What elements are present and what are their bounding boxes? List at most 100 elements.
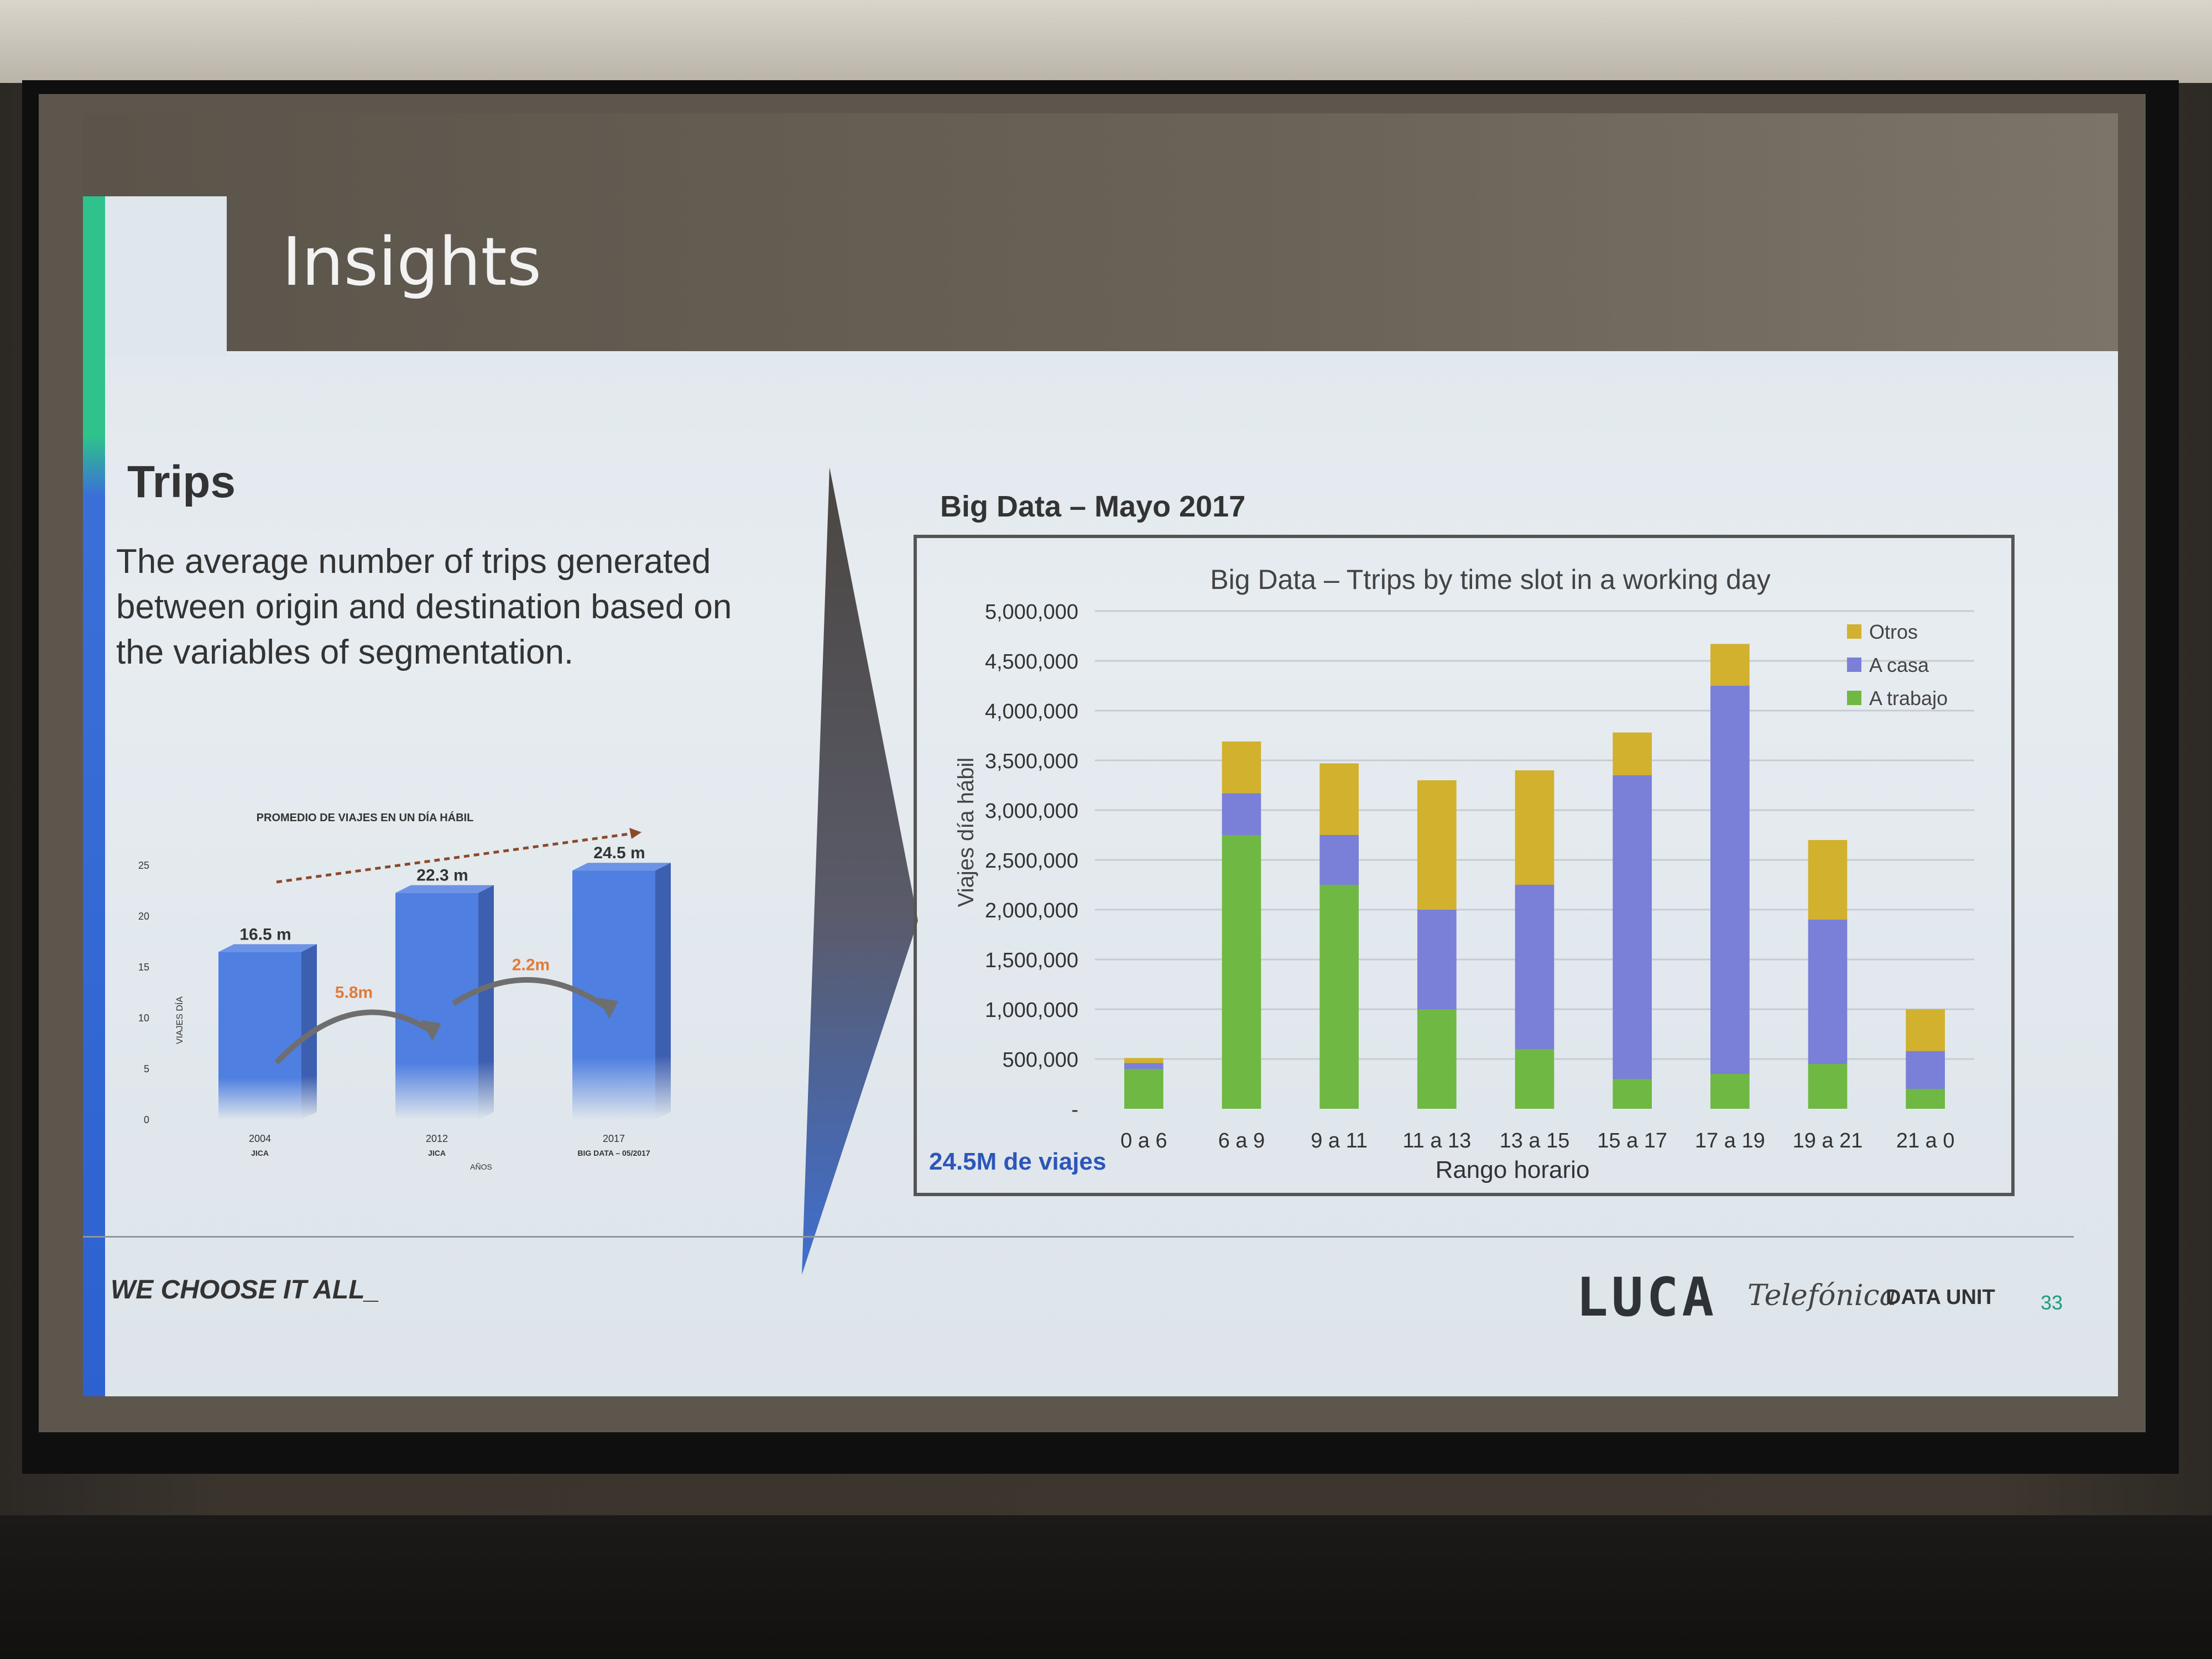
telefonica-logo: Telefónica bbox=[1747, 1279, 1897, 1312]
small-chart-y-tick: 15 bbox=[138, 962, 149, 973]
bar-segment-a-trabajo bbox=[1710, 1074, 1750, 1109]
bar-segment-otros bbox=[1906, 1009, 1945, 1051]
small-chart-difference-arrow bbox=[452, 977, 610, 1011]
y-axis-label: Viajes día hábil bbox=[954, 758, 978, 907]
small-chart-y-label: VIAJES DÍA bbox=[174, 997, 185, 1045]
small-chart-x-sublabel: BIG DATA – 05/2017 bbox=[577, 1149, 650, 1157]
bar-segment-otros bbox=[1319, 763, 1359, 835]
small-chart-y-tick: 5 bbox=[144, 1063, 149, 1074]
small-bar-chart: PROMEDIO DE VIAJES EN UN DÍA HÁBIL VIAJE… bbox=[138, 811, 671, 1171]
small-chart-bar-side bbox=[655, 863, 671, 1120]
legend-label: Otros bbox=[1869, 620, 1918, 643]
small-chart-x-label: AÑOS bbox=[470, 1162, 492, 1171]
x-tick-label: 19 a 21 bbox=[1793, 1129, 1863, 1152]
divider-arrow-icon bbox=[802, 467, 918, 1275]
small-chart-bar-top bbox=[395, 885, 494, 893]
small-chart-bar-top bbox=[218, 944, 317, 952]
footer-tagline: WE CHOOSE IT ALL_ bbox=[111, 1275, 380, 1305]
small-chart-x-sublabel: JICA bbox=[428, 1149, 446, 1157]
x-tick-label: 11 a 13 bbox=[1402, 1129, 1471, 1152]
stacked-bar-chart: Big Data – Ttrips by time slot in a work… bbox=[914, 535, 2015, 1196]
small-chart-x-tick: 2004 bbox=[249, 1133, 271, 1144]
bar-segment-a-trabajo bbox=[1906, 1089, 1945, 1109]
bar-segment-otros bbox=[1808, 840, 1848, 920]
trips-description: The average number of trips generated be… bbox=[116, 542, 732, 671]
small-chart-data-label: 24.5 m bbox=[593, 844, 645, 862]
luca-logo: LUCA bbox=[1576, 1266, 1718, 1328]
x-tick-label: 6 a 9 bbox=[1218, 1129, 1265, 1152]
bar-segment-otros bbox=[1515, 770, 1554, 885]
room-ceiling bbox=[0, 0, 2212, 83]
y-tick-label: - bbox=[1071, 1098, 1078, 1121]
y-tick-label: 2,000,000 bbox=[985, 899, 1078, 922]
small-chart-y-tick: 25 bbox=[138, 860, 149, 871]
bar-segment-a-trabajo bbox=[1515, 1049, 1554, 1109]
bar-segment-a-trabajo bbox=[1613, 1079, 1652, 1109]
small-chart-x-tick: 2017 bbox=[603, 1133, 625, 1144]
chart-title: Big Data – Ttrips by time slot in a work… bbox=[1210, 564, 1770, 595]
bar-segment-a-casa bbox=[1515, 885, 1554, 1049]
y-tick-label: 1,000,000 bbox=[985, 999, 1078, 1022]
bar-segment-otros bbox=[1124, 1058, 1164, 1063]
y-tick-label: 3,500,000 bbox=[985, 750, 1078, 773]
small-chart-data-label: 16.5 m bbox=[239, 925, 291, 943]
small-chart-bar bbox=[395, 893, 478, 1120]
small-chart-trend-line bbox=[276, 831, 642, 884]
y-tick-label: 4,500,000 bbox=[985, 650, 1078, 674]
data-unit-label: DATA UNIT bbox=[1886, 1286, 1995, 1309]
small-chart-y-tick: 20 bbox=[138, 911, 149, 922]
small-chart-difference-label: 2.2m bbox=[512, 956, 550, 974]
bar-segment-a-casa bbox=[1319, 835, 1359, 885]
x-tick-label: 15 a 17 bbox=[1597, 1129, 1667, 1152]
bar-segment-a-trabajo bbox=[1222, 835, 1261, 1109]
slide-accent-bar bbox=[83, 196, 105, 1396]
presentation-slide: Insights Trips The average number of tri… bbox=[83, 113, 2118, 1396]
x-tick-label: 13 a 15 bbox=[1500, 1129, 1570, 1152]
x-axis-label: Rango horario bbox=[1436, 1156, 1590, 1183]
y-tick-label: 2,500,000 bbox=[985, 849, 1078, 873]
room-floor bbox=[0, 1515, 2212, 1659]
slide-header-tab bbox=[105, 196, 227, 357]
small-chart-title: PROMEDIO DE VIAJES EN UN DÍA HÁBIL bbox=[257, 811, 474, 824]
slide-header-band bbox=[83, 113, 2118, 351]
small-chart-x-tick: 2012 bbox=[426, 1133, 448, 1144]
small-chart-difference-arrow bbox=[274, 1009, 433, 1065]
x-tick-label: 17 a 19 bbox=[1695, 1129, 1765, 1152]
page-number: 33 bbox=[2041, 1291, 2063, 1314]
bar-segment-a-casa bbox=[1710, 686, 1750, 1074]
bar-segment-a-trabajo bbox=[1319, 885, 1359, 1109]
footer-divider bbox=[83, 1236, 2074, 1238]
slide-title: Insights bbox=[282, 224, 542, 301]
legend-swatch-a-casa bbox=[1847, 658, 1861, 672]
legend-swatch-a-trabajo bbox=[1847, 691, 1861, 705]
legend-label: A trabajo bbox=[1869, 687, 1948, 709]
big-chart-label: Big Data – Mayo 2017 bbox=[940, 490, 1246, 523]
x-tick-label: 9 a 11 bbox=[1311, 1129, 1368, 1152]
legend-label: A casa bbox=[1869, 654, 1929, 676]
small-chart-data-label: 22.3 m bbox=[416, 867, 468, 885]
bar-segment-a-casa bbox=[1124, 1063, 1164, 1069]
bar-segment-a-trabajo bbox=[1124, 1069, 1164, 1109]
bar-segment-a-casa bbox=[1417, 910, 1457, 1009]
x-tick-label: 21 a 0 bbox=[1896, 1129, 1955, 1152]
small-chart-y-tick: 0 bbox=[144, 1114, 149, 1125]
small-chart-x-sublabel: JICA bbox=[251, 1149, 269, 1157]
small-chart-difference-arrowhead bbox=[598, 998, 618, 1019]
bar-segment-a-trabajo bbox=[1417, 1009, 1457, 1109]
y-tick-label: 3,000,000 bbox=[985, 800, 1078, 823]
bar-segment-a-casa bbox=[1613, 775, 1652, 1079]
bar-segment-a-casa bbox=[1222, 793, 1261, 835]
small-chart-difference-arrowhead bbox=[421, 1020, 441, 1041]
small-chart-difference-label: 5.8m bbox=[335, 984, 373, 1002]
x-tick-label: 0 a 6 bbox=[1120, 1129, 1167, 1152]
total-trips-annotation: 24.5M de viajes bbox=[929, 1148, 1106, 1175]
y-tick-label: 500,000 bbox=[1003, 1048, 1078, 1072]
y-tick-label: 1,500,000 bbox=[985, 949, 1078, 972]
legend-swatch-otros bbox=[1847, 624, 1861, 639]
y-tick-label: 4,000,000 bbox=[985, 700, 1078, 723]
small-chart-trend-arrowhead bbox=[629, 828, 641, 839]
y-tick-label: 5,000,000 bbox=[985, 601, 1078, 624]
bar-segment-otros bbox=[1417, 780, 1457, 910]
bar-segment-a-casa bbox=[1808, 920, 1848, 1064]
bar-segment-a-casa bbox=[1906, 1051, 1945, 1089]
